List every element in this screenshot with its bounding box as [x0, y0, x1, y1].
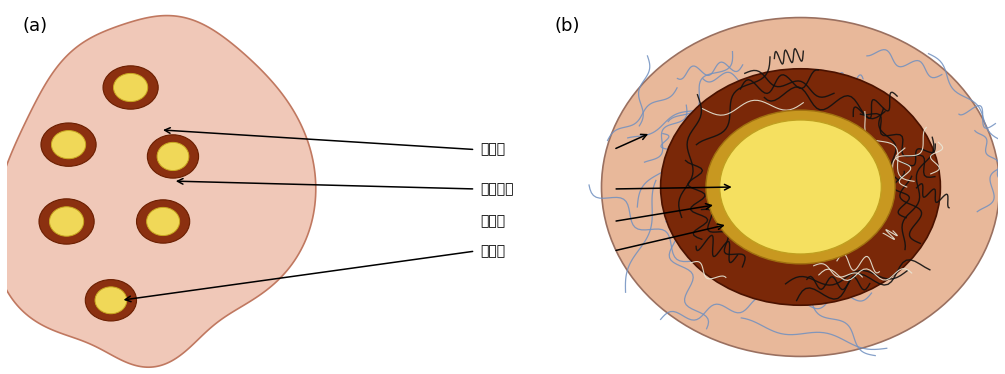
- Ellipse shape: [41, 123, 96, 166]
- Ellipse shape: [51, 131, 85, 159]
- Polygon shape: [0, 16, 316, 367]
- Ellipse shape: [148, 135, 199, 178]
- Text: 松散层: 松散层: [480, 142, 506, 157]
- Ellipse shape: [720, 120, 881, 254]
- Ellipse shape: [157, 142, 189, 171]
- Ellipse shape: [95, 287, 127, 314]
- Ellipse shape: [104, 66, 158, 109]
- Ellipse shape: [114, 73, 148, 102]
- Text: (b): (b): [554, 16, 580, 34]
- Ellipse shape: [137, 200, 190, 243]
- Ellipse shape: [706, 110, 895, 264]
- Ellipse shape: [660, 69, 941, 305]
- Ellipse shape: [85, 280, 137, 321]
- Text: 粉体颗粒: 粉体颗粒: [480, 182, 514, 196]
- Ellipse shape: [147, 208, 180, 236]
- Ellipse shape: [39, 199, 94, 244]
- Ellipse shape: [602, 18, 1000, 356]
- Text: (a): (a): [22, 16, 47, 34]
- Text: 束缚层: 束缚层: [480, 244, 506, 258]
- Ellipse shape: [49, 207, 83, 236]
- Text: 粘接层: 粘接层: [480, 214, 506, 229]
